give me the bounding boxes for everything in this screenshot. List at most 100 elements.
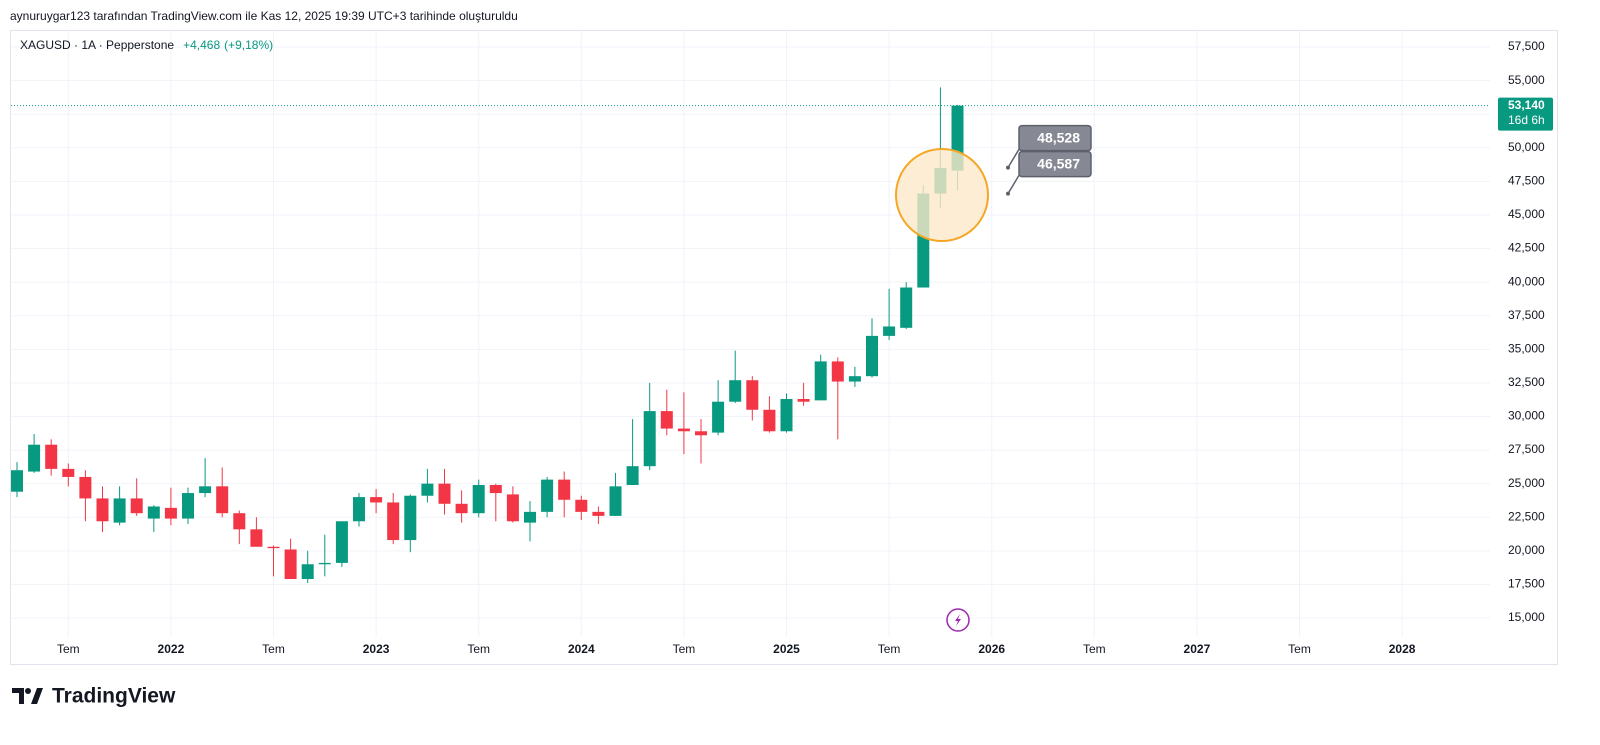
y-tick-label: 55,000 [1508, 73, 1545, 87]
candle-body [421, 483, 434, 496]
x-tick-label: 2024 [568, 642, 595, 656]
candle-body [729, 380, 742, 402]
x-tick-label: Tem [262, 642, 285, 656]
candle-body [780, 399, 793, 432]
logo-mark [12, 688, 43, 704]
candle-body [147, 506, 160, 519]
candle-body [182, 493, 194, 519]
candle-body [900, 287, 913, 328]
callout-label: 48,528 [1037, 129, 1080, 145]
y-tick-label: 25,000 [1508, 476, 1545, 490]
x-tick-label: Tem [878, 642, 901, 656]
candle-body [404, 495, 417, 541]
x-tick-label: Tem [1288, 642, 1311, 656]
candle-body [11, 470, 23, 492]
candle-body [695, 431, 707, 436]
candle-body [301, 564, 314, 580]
candle-body [797, 399, 810, 402]
candle-body [848, 376, 861, 382]
x-tick-label: 2025 [773, 642, 800, 656]
callout-dot [1006, 165, 1010, 170]
candle-body [763, 409, 776, 432]
y-tick-label: 57,500 [1508, 39, 1545, 53]
last-price-badge [1498, 97, 1553, 131]
candle-body [62, 468, 75, 477]
x-tick-label: Tem [467, 642, 490, 656]
candle-body [130, 498, 143, 514]
candle-body [506, 494, 519, 522]
candle-body [609, 486, 622, 516]
candle-body [592, 511, 605, 516]
candle-body [831, 361, 844, 382]
y-tick-label: 32,500 [1508, 375, 1545, 389]
y-tick-label: 17,500 [1508, 577, 1545, 591]
candle-body [558, 479, 571, 500]
candle-body [472, 484, 485, 514]
y-tick-label: 15,000 [1508, 610, 1545, 624]
candle-body [712, 401, 725, 433]
callout-box [1018, 124, 1092, 152]
candle-body [660, 411, 673, 429]
y-tick-label: 50,000 [1508, 140, 1545, 154]
symbol-title: XAGUSD · 1A · Pepperstone [20, 38, 174, 52]
candle-body [284, 549, 297, 580]
logo-text: TradingView [52, 685, 176, 708]
x-tick-label: 2023 [363, 642, 390, 656]
candle-body [45, 444, 58, 469]
candle-body [524, 511, 536, 523]
candle-body [643, 411, 656, 467]
candle-body [267, 546, 280, 549]
candle-body [883, 326, 896, 336]
y-tick-label: 27,500 [1508, 442, 1545, 456]
change: +4,468 [183, 38, 220, 52]
candle-body [455, 503, 468, 514]
x-tick-label: Tem [673, 642, 696, 656]
callout-dot [1006, 191, 1010, 196]
candle-body [353, 497, 365, 522]
last-price-label: 53,140 [1508, 98, 1545, 112]
candle-body [575, 499, 588, 512]
y-tick-label: 47,500 [1508, 174, 1545, 188]
candle-body [250, 529, 263, 547]
x-tick-label: 2026 [978, 642, 1005, 656]
candle-body [489, 484, 502, 494]
candle-body [216, 486, 229, 514]
candle-body [370, 497, 383, 503]
chart-frame [10, 30, 1558, 665]
candle-body [335, 521, 348, 563]
x-tick-label: 2022 [158, 642, 185, 656]
x-tick-label: 2028 [1389, 642, 1416, 656]
candle-body [541, 479, 554, 512]
candle-body [438, 483, 451, 504]
y-tick-label: 30,000 [1508, 409, 1545, 423]
candle-body [79, 476, 92, 499]
candle-body [318, 562, 331, 565]
plot [11, 31, 1490, 637]
change-percent: (+9,18%) [224, 38, 273, 52]
y-tick-label: 22,500 [1508, 509, 1545, 523]
candle-body [164, 507, 177, 519]
candle-body [387, 502, 400, 541]
caption: aynuruygar123 tarafından TradingView.com… [10, 9, 518, 23]
candle-body [814, 361, 827, 401]
x-tick-label: 2027 [1184, 642, 1211, 656]
callout-label: 46,587 [1037, 155, 1080, 171]
candle-body [199, 486, 212, 494]
candle-body [866, 335, 878, 377]
y-tick-label: 37,500 [1508, 308, 1545, 322]
candle-body [626, 466, 639, 485]
candle-body [746, 380, 759, 410]
highlight-circle [895, 148, 989, 242]
y-tick-label: 40,000 [1508, 274, 1545, 288]
callout-box [1018, 150, 1092, 178]
countdown: 16d 6h [1508, 113, 1545, 127]
callout-pointer [1007, 147, 1021, 168]
event-icon [946, 608, 970, 632]
y-tick-label: 35,000 [1508, 341, 1545, 355]
y-tick-label: 20,000 [1508, 543, 1545, 557]
callout-pointer [1007, 173, 1021, 195]
candle-body [113, 498, 126, 523]
x-tick-label: Tem [57, 642, 80, 656]
x-tick-label: Tem [1083, 642, 1106, 656]
